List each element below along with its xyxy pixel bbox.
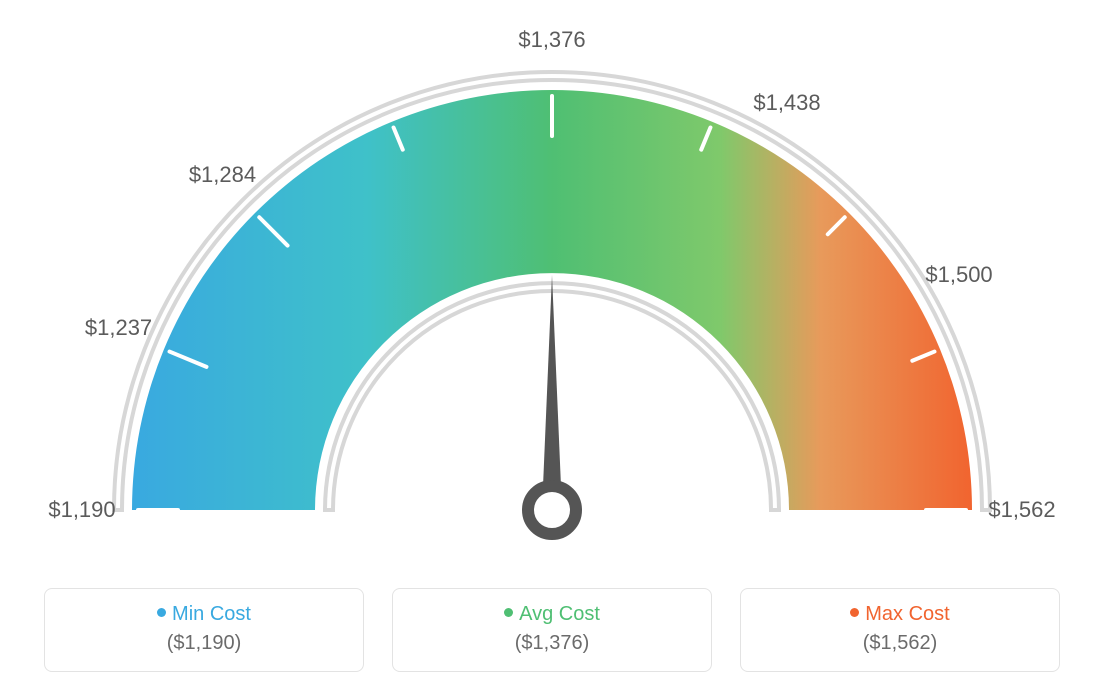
legend-min-title: Min Cost	[45, 603, 363, 626]
gauge-tick-label: $1,376	[518, 27, 585, 53]
dot-icon	[157, 608, 166, 617]
legend-max: Max Cost ($1,562)	[740, 588, 1060, 672]
gauge-tick-label: $1,237	[85, 315, 152, 341]
gauge-tick-label: $1,190	[48, 497, 115, 523]
legend-min: Min Cost ($1,190)	[44, 588, 364, 672]
legend-avg: Avg Cost ($1,376)	[392, 588, 712, 672]
legend-avg-title-text: Avg Cost	[519, 603, 600, 625]
legend-min-title-text: Min Cost	[172, 603, 251, 625]
gauge-chart-container: $1,190 $1,237 $1,284 $1,376 $1,438 $1,500 $1,5…	[0, 0, 1104, 690]
gauge-area: $1,190 $1,237 $1,284 $1,376 $1,438 $1,500 $1,5…	[0, 0, 1104, 560]
legend-avg-value: ($1,376)	[393, 632, 711, 655]
legend-min-value: ($1,190)	[45, 632, 363, 655]
dot-icon	[850, 608, 859, 617]
legend-max-value: ($1,562)	[741, 632, 1059, 655]
gauge-tick-label: $1,562	[988, 497, 1055, 523]
legend-max-title-text: Max Cost	[865, 603, 949, 625]
gauge-tick-label: $1,500	[925, 262, 992, 288]
gauge-tick-label: $1,438	[753, 90, 820, 116]
legend-avg-title: Avg Cost	[393, 603, 711, 626]
gauge-tick-label: $1,284	[189, 162, 256, 188]
dot-icon	[504, 608, 513, 617]
legend-row: Min Cost ($1,190) Avg Cost ($1,376) Max …	[0, 588, 1104, 672]
legend-max-title: Max Cost	[741, 603, 1059, 626]
